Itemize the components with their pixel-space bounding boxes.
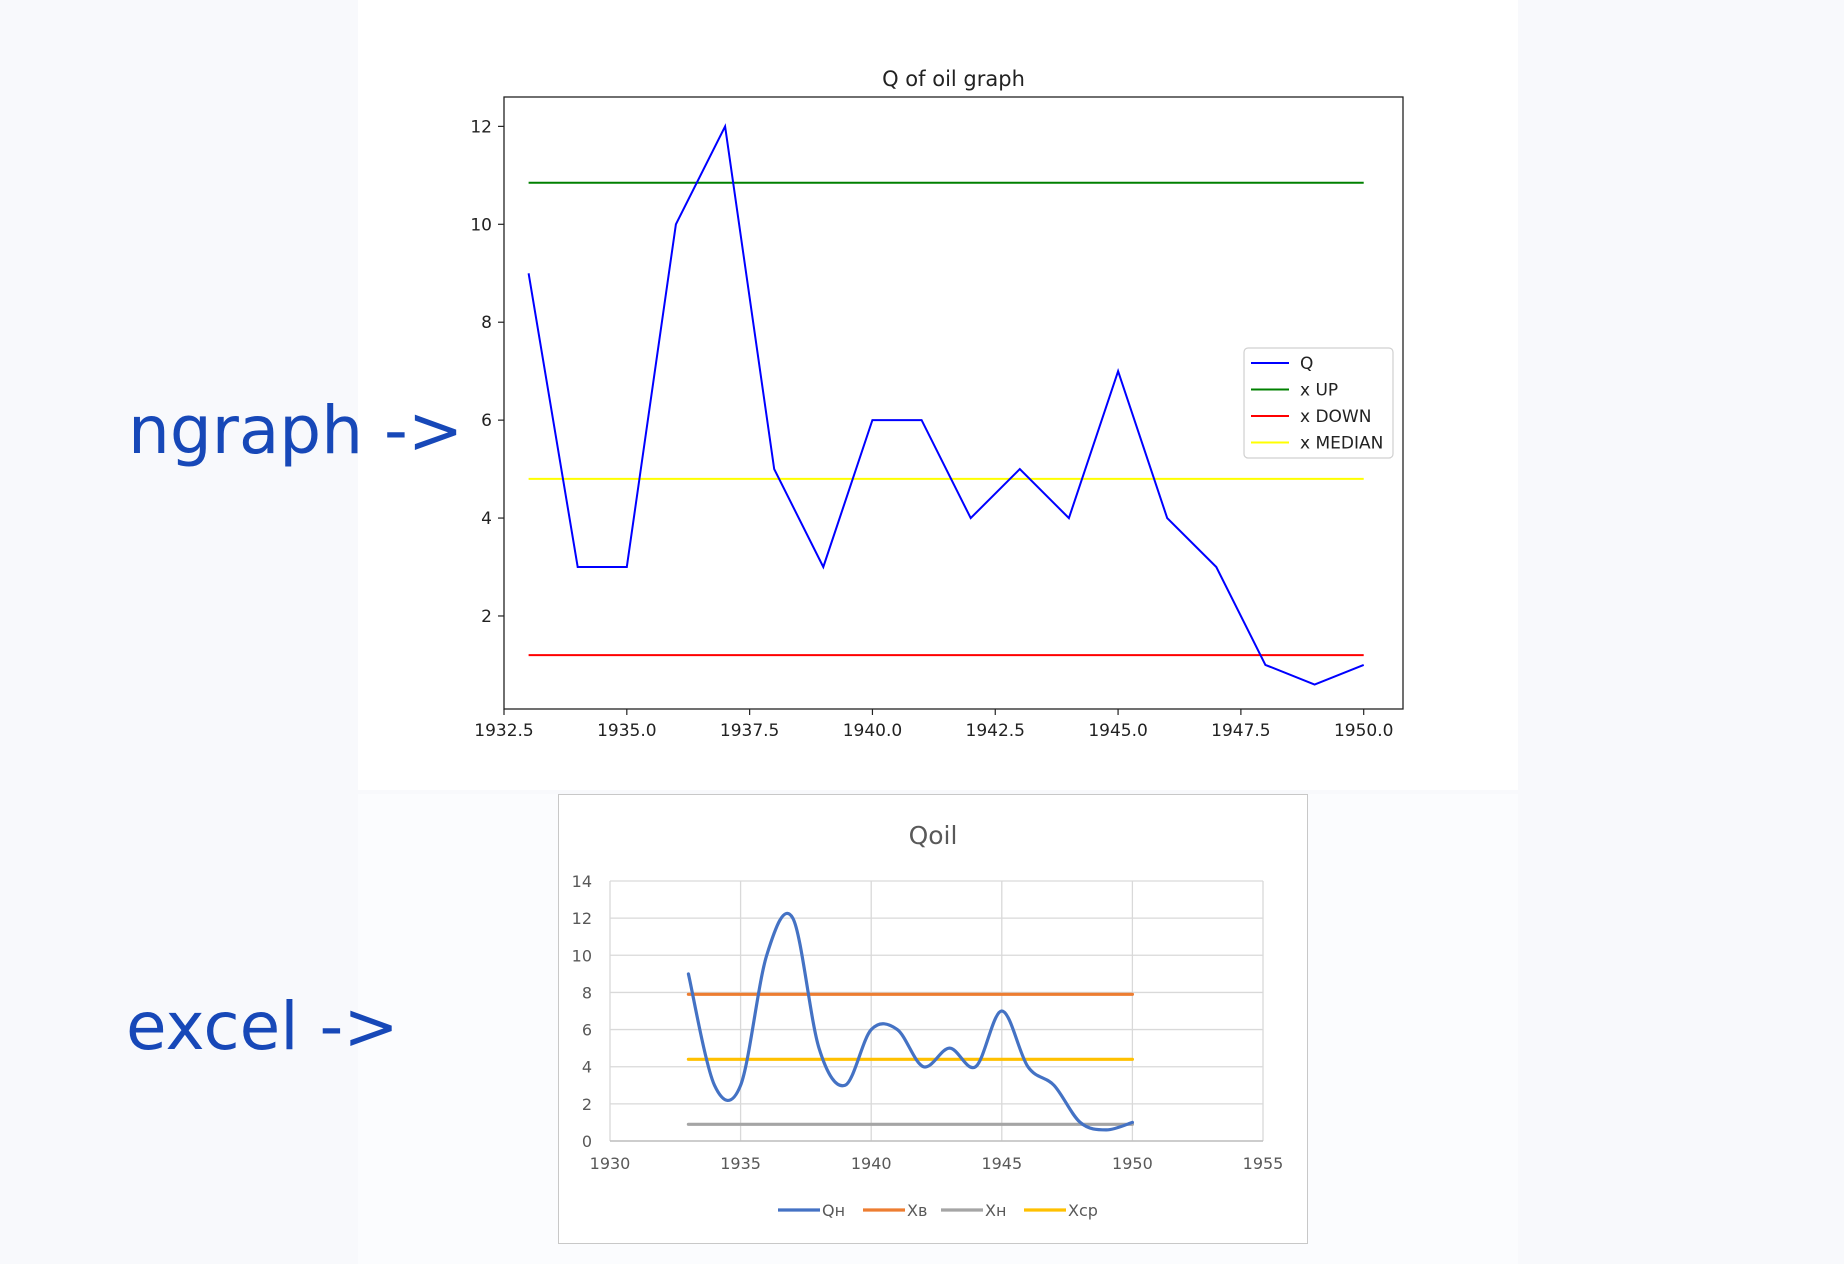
- excel-y-tick-label: 6: [582, 1021, 592, 1040]
- excel-x-tick-label: 1945: [981, 1154, 1022, 1173]
- mpl-y-tick-label: 2: [481, 607, 492, 627]
- mpl-x-tick-label: 1945.0: [1088, 721, 1147, 741]
- excel-series-qн-line: [686, 911, 1134, 1132]
- mpl-legend-label-x-up: x UP: [1300, 381, 1338, 401]
- excel-x-tick-label: 1955: [1243, 1154, 1284, 1173]
- excel-y-tick-label: 0: [582, 1132, 592, 1151]
- mpl-x-tick-label: 1947.5: [1211, 721, 1270, 741]
- excel-chart-frame: [558, 794, 1308, 1244]
- mpl-y-tick-label: 8: [481, 313, 492, 333]
- excel-x-tick-label: 1935: [720, 1154, 761, 1173]
- excel-y-tick-label: 14: [572, 872, 592, 891]
- excel-legend-label-xв: Xв: [907, 1201, 927, 1220]
- excel-legend-label-xср: Xср: [1068, 1201, 1098, 1220]
- mpl-x-tick-label: 1937.5: [720, 721, 779, 741]
- mpl-x-tick-label: 1942.5: [966, 721, 1025, 741]
- ngraph-label: ngraph ->: [128, 392, 464, 469]
- excel-y-tick-label: 2: [582, 1095, 592, 1114]
- excel-legend-label-xн: Xн: [985, 1201, 1006, 1220]
- mpl-legend-label-q: Q: [1300, 354, 1313, 374]
- excel-y-tick-label: 10: [572, 946, 592, 965]
- excel-y-tick-label: 4: [582, 1058, 592, 1077]
- mpl-legend-label-x-median: x MEDIAN: [1300, 434, 1383, 454]
- mpl-y-tick-label: 6: [481, 411, 492, 431]
- excel-x-tick-label: 1950: [1112, 1154, 1153, 1173]
- mpl-y-tick-label: 12: [470, 117, 492, 137]
- excel-x-tick-label: 1930: [590, 1154, 631, 1173]
- excel-label: excel ->: [126, 988, 399, 1065]
- excel-y-tick-label: 12: [572, 909, 592, 928]
- mpl-chart-title: Q of oil graph: [882, 67, 1025, 91]
- mpl-y-tick-label: 10: [470, 215, 492, 235]
- excel-x-tick-label: 1940: [851, 1154, 892, 1173]
- mpl-x-tick-label: 1940.0: [843, 721, 902, 741]
- mpl-legend-label-x-down: x DOWN: [1300, 407, 1371, 427]
- mpl-series-q-line: [527, 123, 1365, 686]
- mpl-y-tick-label: 4: [481, 509, 492, 529]
- excel-y-tick-label: 8: [582, 983, 592, 1002]
- mpl-legend-box: [1243, 347, 1394, 459]
- excel-chart-title: Qoil: [909, 821, 958, 850]
- mpl-x-tick-label: 1932.5: [474, 721, 533, 741]
- mpl-x-tick-label: 1935.0: [597, 721, 656, 741]
- mpl-x-tick-label: 1950.0: [1334, 721, 1393, 741]
- excel-legend-label-qн: Qн: [822, 1201, 845, 1220]
